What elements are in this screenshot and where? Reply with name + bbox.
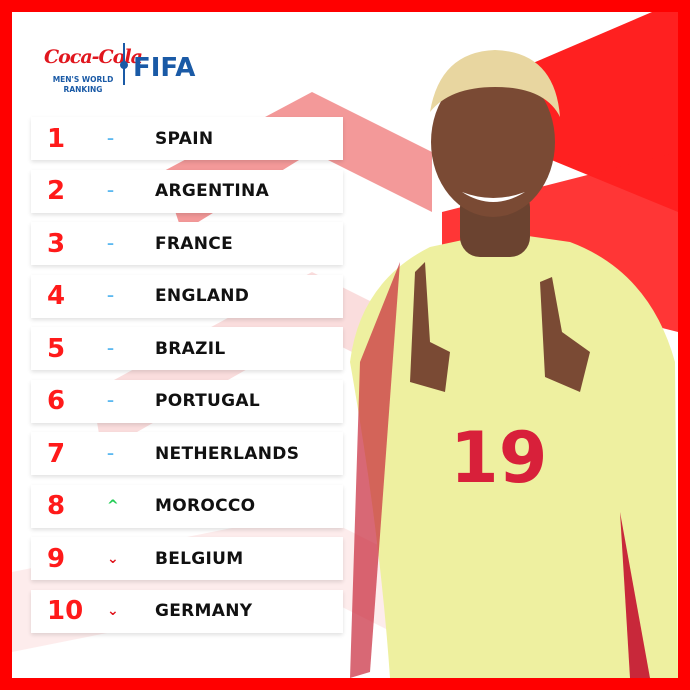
- trend-same-icon: –: [107, 130, 114, 147]
- ranking-row: 10 ⌄ GERMANY: [31, 589, 343, 633]
- ranking-row: 8 ^ MOROCCO: [31, 484, 343, 528]
- country-name: GERMANY: [155, 601, 253, 621]
- rank-number: 10: [47, 596, 84, 626]
- coca-cola-fifa-logo: Coca-Cola MEN'S WORLD RANKING FIFA: [32, 32, 212, 94]
- country-name: MOROCCO: [155, 496, 256, 516]
- country-name: BELGIUM: [155, 548, 244, 569]
- trend-same-icon: –: [107, 445, 114, 462]
- rank-number: 7: [47, 438, 66, 469]
- ranking-row: 9 ⌄ BELGIUM: [31, 537, 343, 580]
- ranking-row: 7 – NETHERLANDS: [31, 432, 343, 475]
- rank-number: 6: [47, 386, 66, 416]
- ranking-row: 3 – FRANCE: [31, 222, 343, 265]
- country-name: SPAIN: [155, 128, 214, 149]
- trend-up-icon: ^: [107, 498, 119, 514]
- rank-number: 3: [47, 228, 66, 259]
- trend-same-icon: –: [107, 393, 114, 409]
- country-name: NETHERLANDS: [155, 443, 300, 464]
- country-name: BRAZIL: [155, 338, 226, 359]
- ranking-row: 6 – PORTUGAL: [31, 379, 343, 423]
- ranking-row: 1 – SPAIN: [31, 117, 343, 160]
- fifa-wordmark: FIFA: [133, 53, 196, 83]
- country-name: ENGLAND: [155, 286, 250, 306]
- rank-number: 9: [47, 543, 66, 574]
- player-photo: 19: [350, 50, 678, 678]
- ranking-row: 4 – ENGLAND: [31, 274, 343, 318]
- rank-number: 8: [47, 491, 66, 521]
- rank-number: 5: [47, 333, 66, 364]
- country-name: PORTUGAL: [155, 391, 260, 411]
- trend-same-icon: –: [107, 340, 114, 357]
- logo-divider-dot: [120, 61, 128, 69]
- ranking-row: 5 – BRAZIL: [31, 327, 343, 370]
- country-name: FRANCE: [155, 233, 233, 254]
- ranking-graphic: Coca-Cola MEN'S WORLD RANKING FIFA 19 1 …: [12, 12, 678, 678]
- mens-world-ranking-label: MEN'S WORLD RANKING: [52, 75, 114, 94]
- trend-same-icon: –: [107, 235, 114, 252]
- trend-same-icon: –: [107, 288, 114, 304]
- rank-number: 1: [47, 123, 66, 154]
- trend-down-icon: ⌄: [107, 603, 119, 619]
- shirt-number: 19: [450, 417, 547, 499]
- rank-number: 4: [47, 281, 66, 311]
- ranking-row: 2 – ARGENTINA: [31, 169, 343, 213]
- country-name: ARGENTINA: [155, 181, 270, 201]
- rank-number: 2: [47, 176, 66, 206]
- trend-down-icon: ⌄: [107, 550, 119, 567]
- coca-cola-wordmark: Coca-Cola: [44, 46, 143, 68]
- trend-same-icon: –: [107, 183, 114, 199]
